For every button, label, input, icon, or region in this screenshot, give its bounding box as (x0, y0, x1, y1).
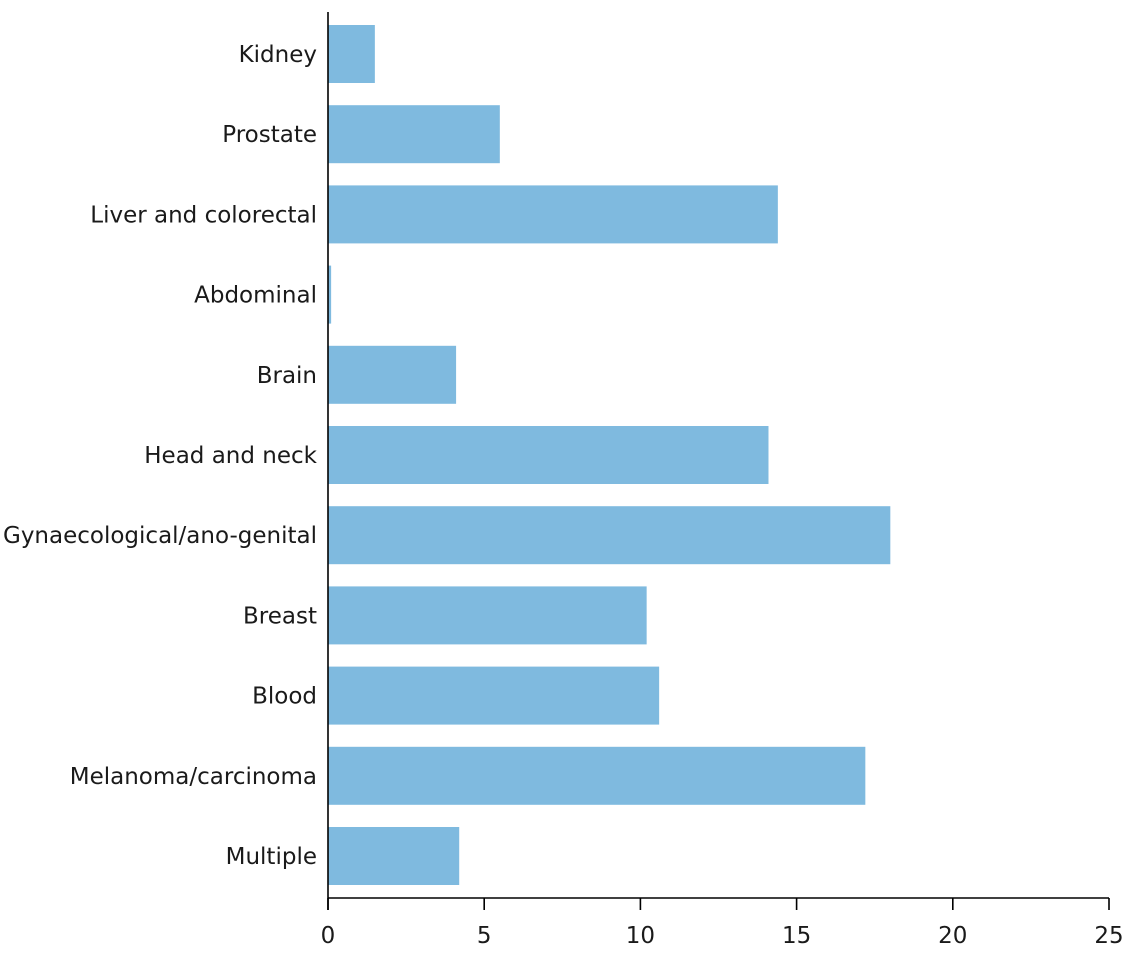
bar-6 (328, 506, 891, 565)
x-tick-label: 10 (626, 923, 655, 949)
category-labels: Kidney Prostate Liver and colorectal Abdomi… (3, 42, 318, 870)
category-label: Liver and colorectal (90, 202, 317, 228)
bar-5 (328, 426, 769, 484)
category-label: Abdominal (194, 283, 317, 309)
category-label: Prostate (222, 122, 317, 148)
x-axis-ticks: 0 5 10 15 20 25 (321, 898, 1124, 949)
bar-1 (328, 105, 500, 164)
category-label: Multiple (226, 844, 317, 870)
x-tick-label: 5 (477, 923, 492, 949)
category-label: Gynaecological/ano-genital (3, 523, 317, 549)
x-tick-label: 20 (938, 923, 967, 949)
category-label: Breast (243, 603, 317, 629)
bar-0 (328, 25, 375, 83)
bar-7 (328, 586, 647, 645)
bar-2 (328, 185, 778, 244)
x-tick-label: 0 (321, 923, 336, 949)
bar-10 (328, 827, 460, 885)
category-label: Brain (257, 363, 317, 389)
bar-9 (328, 746, 866, 805)
bar-8 (328, 666, 660, 725)
bar-3 (328, 265, 332, 324)
bars-group (328, 25, 891, 885)
x-tick-label: 25 (1094, 923, 1123, 949)
x-tick-label: 15 (782, 923, 811, 949)
category-label: Melanoma/carcinoma (70, 764, 317, 790)
category-label: Blood (252, 684, 317, 710)
category-label: Kidney (239, 42, 317, 68)
bar-4 (328, 345, 457, 404)
category-label: Head and neck (144, 443, 317, 469)
